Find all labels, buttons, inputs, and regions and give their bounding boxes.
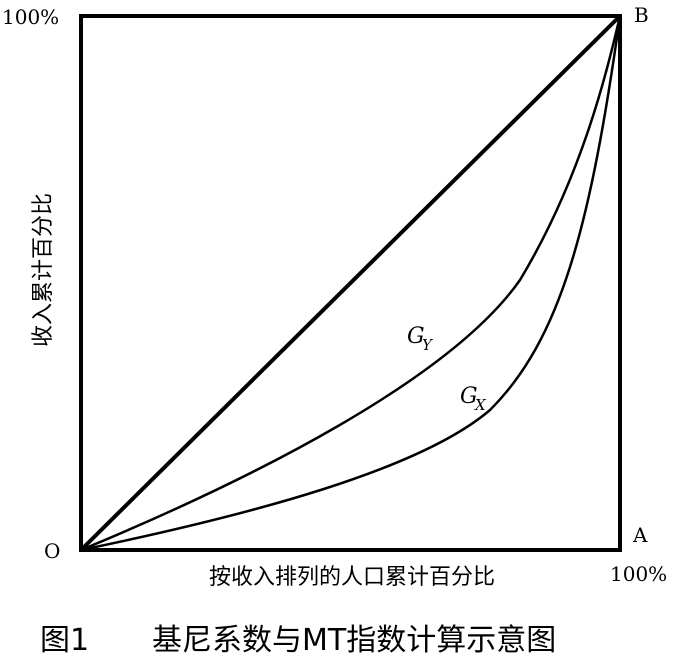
diagram-frame bbox=[79, 14, 622, 552]
caption-number: 图1 bbox=[40, 623, 89, 658]
x-axis-title: 按收入排列的人口累计百分比 bbox=[209, 565, 495, 590]
equality-line bbox=[79, 14, 622, 552]
curve-label-gy-sub: Y bbox=[422, 336, 434, 354]
curve-label-gy-main: G bbox=[407, 324, 425, 349]
corner-label-a: A bbox=[632, 523, 648, 547]
y-top-label: 100% bbox=[2, 5, 59, 29]
curve-label-gx-main: G bbox=[460, 384, 478, 409]
curve-gx bbox=[80, 15, 622, 552]
curve-label-gx-sub: X bbox=[474, 396, 487, 414]
curve-label-gy: GY bbox=[407, 324, 434, 354]
origin-label: O bbox=[44, 539, 60, 563]
curve-label-gx: GX bbox=[460, 384, 487, 414]
y-axis-title: 收入累计百分比 bbox=[31, 193, 56, 347]
curve-gy bbox=[80, 15, 622, 552]
x-right-label: 100% bbox=[610, 562, 667, 586]
caption-text: 基尼系数与MT指数计算示意图 bbox=[152, 623, 556, 658]
corner-label-b: B bbox=[634, 3, 649, 27]
